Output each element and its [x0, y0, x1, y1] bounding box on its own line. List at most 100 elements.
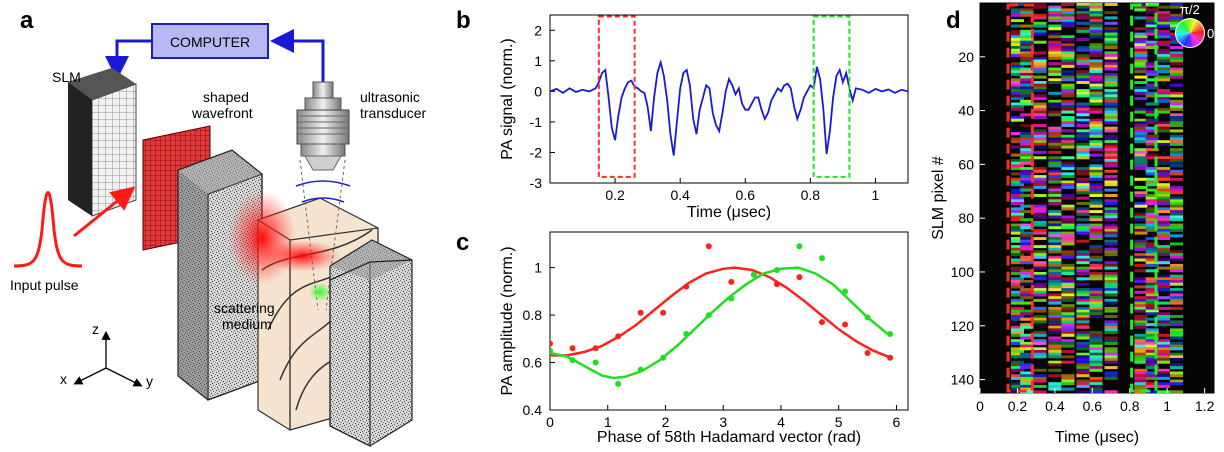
heatmap-cell	[1089, 379, 1103, 383]
heatmap-cell	[1089, 11, 1103, 15]
heatmap-cell	[1076, 261, 1090, 265]
heatmap-cell	[1048, 191, 1062, 195]
heatmap-cell	[1061, 59, 1075, 63]
heatmap-cell	[1061, 180, 1075, 184]
heatmap-cell	[1089, 64, 1103, 68]
heatmap-cell	[1145, 253, 1159, 257]
heatmap-cell	[1134, 360, 1148, 364]
heatmap-cell	[1010, 46, 1024, 49]
colorwheel-segment	[1176, 29, 1190, 33]
heatmap-cell	[1048, 134, 1062, 138]
colorwheel-segment	[1186, 33, 1190, 47]
heatmap-cell	[1089, 245, 1103, 249]
heatmap-cell	[1048, 78, 1062, 82]
heatmap-cell	[1033, 185, 1047, 189]
heatmap-cell	[1033, 320, 1047, 324]
heatmap-cell	[1020, 210, 1034, 214]
chart-b-xlabel: Time (μsec)	[687, 204, 771, 221]
heatmap-cell	[1104, 21, 1118, 25]
heatmap-cell	[1033, 110, 1047, 114]
heatmap-cell	[1010, 282, 1024, 286]
heatmap-cell	[1145, 188, 1159, 192]
chart-c-data-point	[637, 309, 644, 316]
heatmap-cell	[1061, 70, 1075, 74]
heatmap-cell	[1033, 86, 1047, 90]
heatmap-cell	[1061, 99, 1075, 103]
heatmap-cell	[1048, 212, 1062, 216]
heatmap-cell	[1033, 107, 1047, 111]
heatmap-cell	[1020, 137, 1034, 141]
heatmap-cell	[1170, 242, 1184, 246]
heatmap-cell	[1076, 150, 1090, 154]
heatmap-cell	[1089, 231, 1103, 235]
heatmap-cell	[1033, 140, 1047, 144]
heatmap-cell	[1076, 379, 1090, 383]
heatmap-cell	[1134, 46, 1148, 49]
heatmap-cell	[1145, 360, 1159, 364]
colorwheel-segment	[1190, 29, 1204, 33]
heatmap-cell	[1145, 336, 1159, 340]
heatmap-cell	[1048, 261, 1062, 265]
heatmap-cell	[1104, 156, 1118, 160]
heatmap-cell	[1010, 13, 1024, 17]
heatmap-cell	[1104, 266, 1118, 270]
heatmap-cell	[1048, 137, 1062, 141]
heatmap-cell	[1170, 124, 1184, 127]
heatmap-cell	[1134, 121, 1148, 125]
heatmap-cell	[1048, 269, 1062, 273]
heatmap-cell	[1061, 237, 1075, 240]
heatmap-cell	[1089, 175, 1103, 179]
heatmap-cell	[1076, 315, 1090, 318]
heatmap-cell	[1010, 228, 1024, 232]
chart-c-data-point	[842, 288, 849, 295]
heatmap-cell	[1020, 341, 1034, 345]
heatmap-cell	[1170, 16, 1184, 20]
heatmap-cell	[1134, 315, 1148, 318]
heatmap-cell	[1170, 204, 1184, 208]
pulse-arrow	[73, 186, 136, 238]
heatmap-cell	[1010, 331, 1024, 335]
heatmap-cell	[1104, 390, 1118, 394]
heatmap-cell	[1048, 46, 1062, 49]
heatmap-cell	[1156, 11, 1170, 15]
heatmap-cell	[1170, 191, 1184, 195]
heatmap-cell	[1170, 172, 1184, 176]
colorwheel-segment	[1183, 19, 1190, 33]
heatmap-cell	[1134, 110, 1148, 114]
heatmap-boxes	[1006, 3, 1158, 393]
heatmap-cell	[1145, 43, 1159, 47]
heatmap-cell	[1020, 78, 1034, 82]
heatmap-cell	[1089, 132, 1103, 136]
heatmap-highlight-box	[1130, 3, 1158, 393]
heatmap-cell	[1076, 64, 1090, 68]
heatmap-cell	[1104, 140, 1118, 144]
heatmap-cell	[1010, 355, 1024, 359]
heatmap-cell	[1033, 285, 1047, 289]
heatmap-cell	[1076, 202, 1090, 205]
heatmap-cell	[1089, 298, 1103, 302]
heatmap-cell	[1010, 19, 1024, 23]
wavefront-label-2: wavefront	[191, 105, 253, 121]
heatmap-cell	[1145, 32, 1159, 36]
heatmap-cell	[1156, 91, 1170, 95]
heatmap-cell	[1048, 196, 1062, 200]
heatmap-cell	[1156, 185, 1170, 189]
heatmap-cell	[1048, 99, 1062, 103]
heatmap-cell	[1170, 280, 1184, 283]
heatmap-cell	[1089, 266, 1103, 270]
heatmap-cell	[1010, 277, 1024, 281]
heatmap-cell	[1145, 384, 1159, 388]
heatmap-cell	[1020, 293, 1034, 297]
heatmap-cell	[1156, 220, 1170, 224]
heatmap-cell	[1089, 191, 1103, 195]
heatmap-cell	[1020, 234, 1034, 238]
heatmap-cell	[1134, 296, 1148, 300]
heatmap-cell	[1048, 277, 1062, 281]
heatmap-cell	[1089, 247, 1103, 251]
heatmap-cell	[1156, 228, 1170, 232]
heatmap-cell	[1104, 118, 1118, 122]
heatmap-cell	[1020, 59, 1034, 63]
heatmap-cell	[1104, 83, 1118, 87]
heatmap-cell	[1170, 250, 1184, 254]
heatmap-cell	[1145, 255, 1159, 259]
